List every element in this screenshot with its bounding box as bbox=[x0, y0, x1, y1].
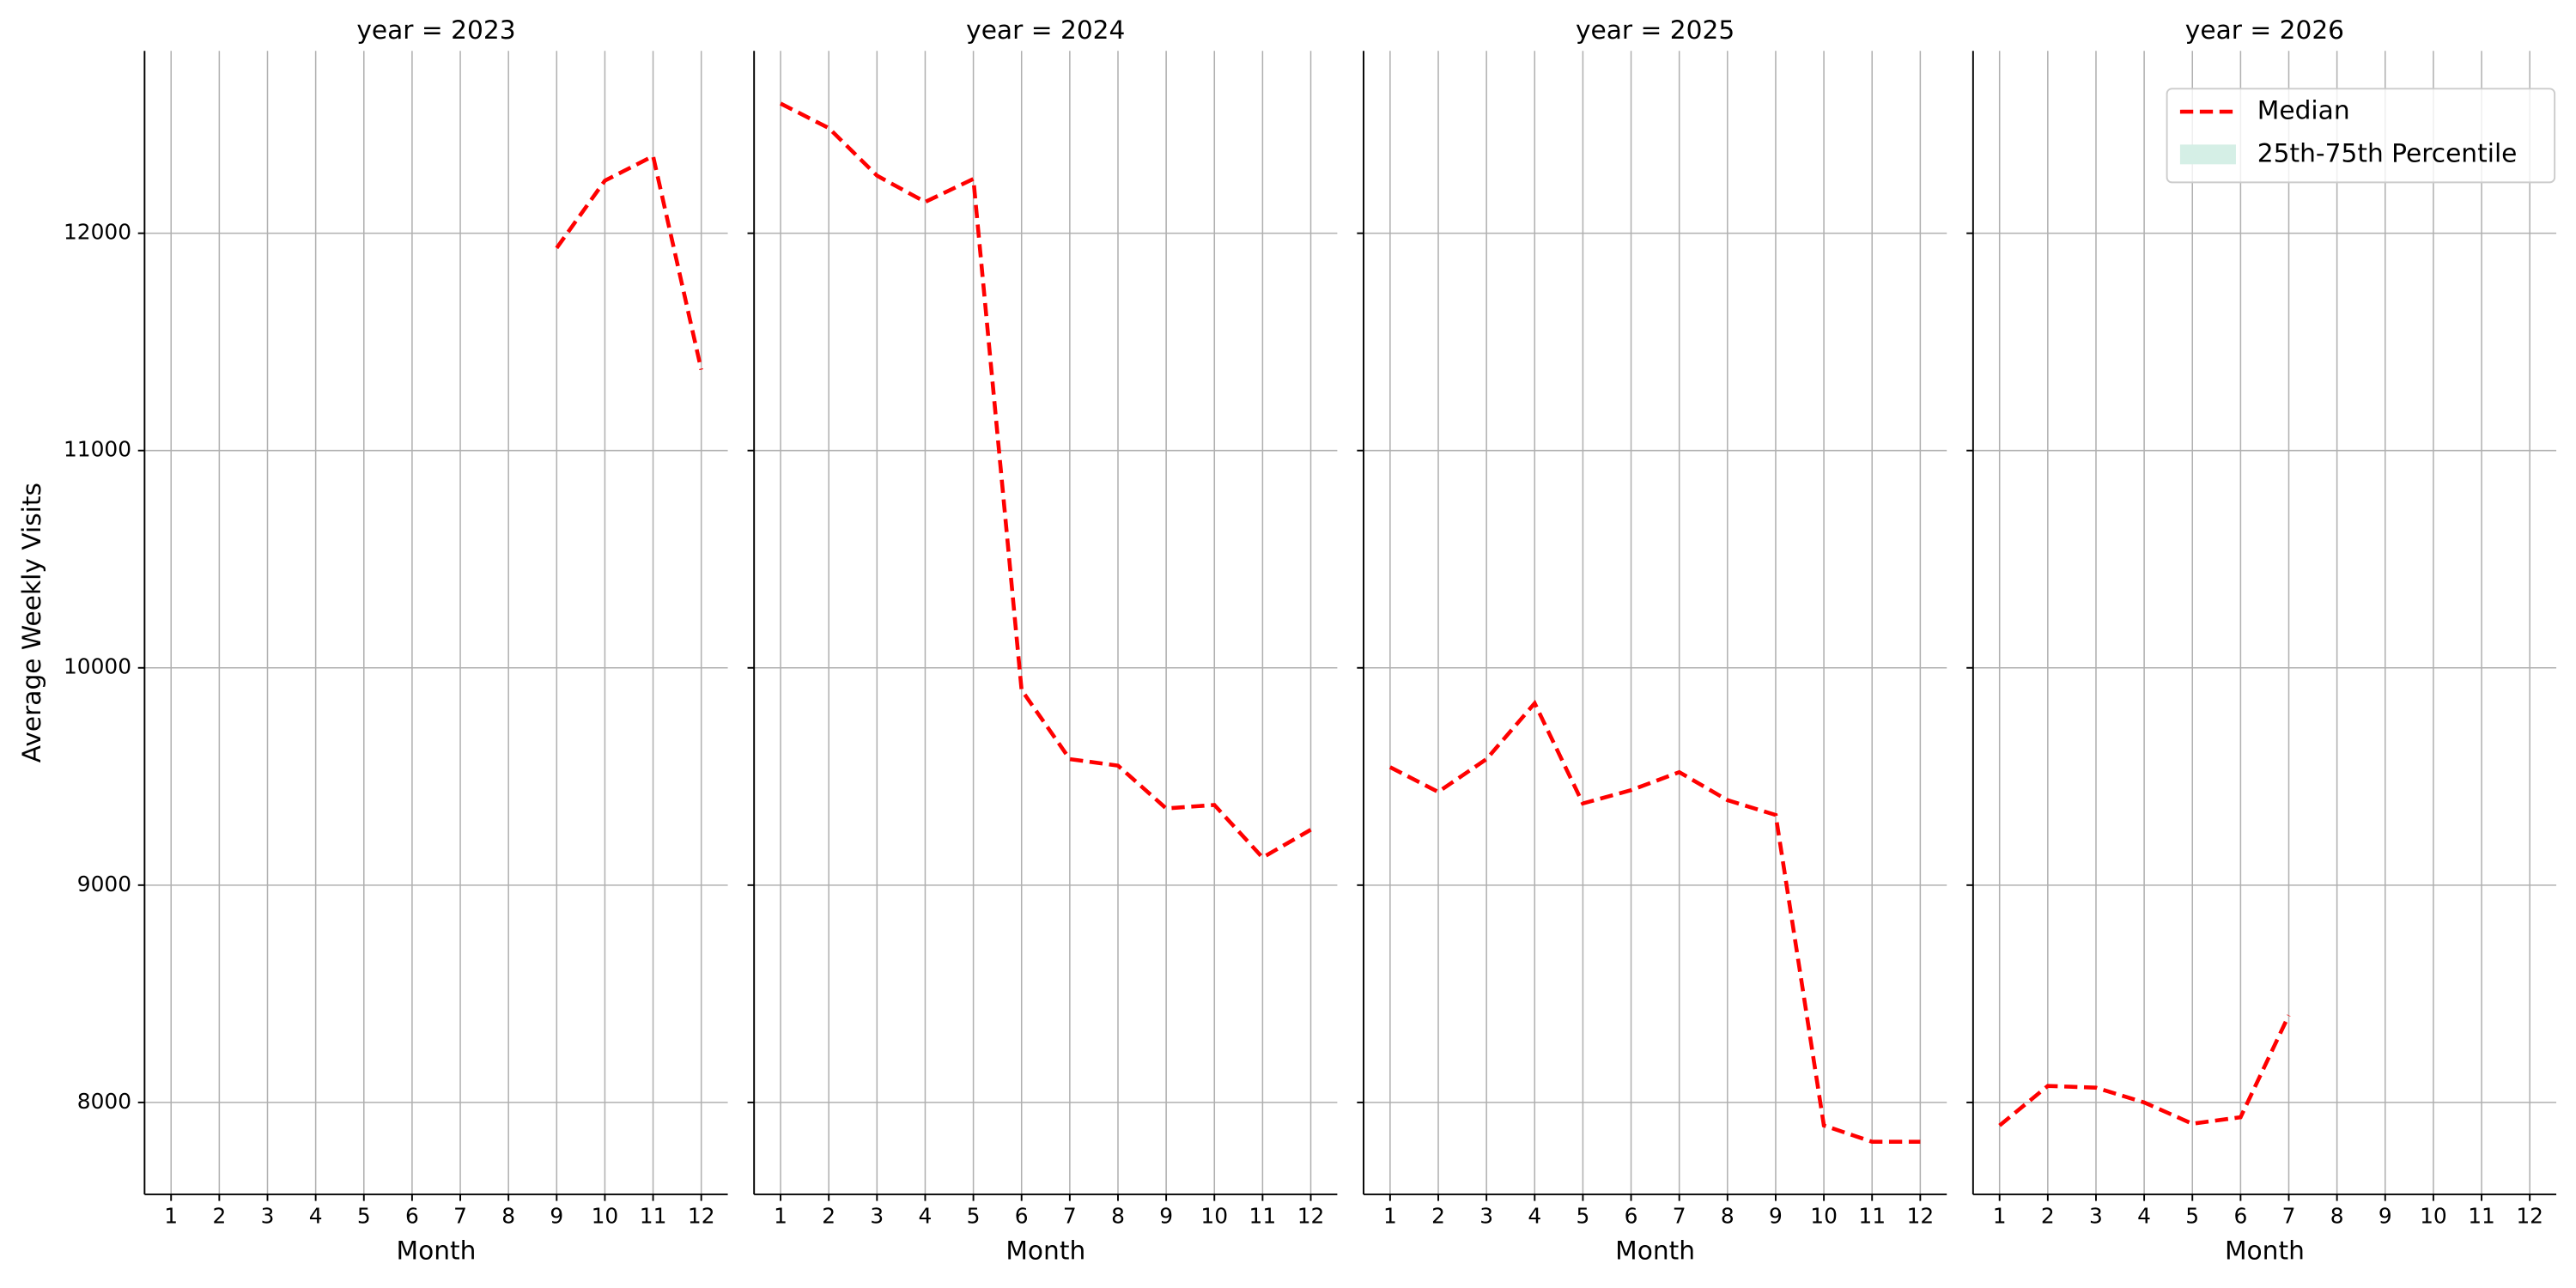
x-tick-label: 7 bbox=[2282, 1204, 2296, 1229]
x-tick-label: 10 bbox=[2420, 1204, 2447, 1229]
x-tick-label: 6 bbox=[1625, 1204, 1638, 1229]
x-tick-label: 8 bbox=[1111, 1204, 1125, 1229]
x-tick-label: 4 bbox=[309, 1204, 323, 1229]
x-tick-label: 6 bbox=[1015, 1204, 1029, 1229]
x-axis-label: Month bbox=[2225, 1235, 2305, 1265]
x-axis-label: Month bbox=[1615, 1235, 1695, 1265]
y-tick-label: 11000 bbox=[64, 437, 131, 462]
panel-title: year = 2025 bbox=[1576, 15, 1735, 45]
x-tick-label: 10 bbox=[592, 1204, 619, 1229]
x-tick-label: 5 bbox=[357, 1204, 371, 1229]
x-tick-label: 10 bbox=[1810, 1204, 1838, 1229]
median-line bbox=[1388, 699, 1921, 1144]
x-tick-label: 7 bbox=[1063, 1204, 1077, 1229]
x-tick-label: 8 bbox=[501, 1204, 515, 1229]
x-tick-label: 12 bbox=[1907, 1204, 1935, 1229]
x-tick-label: 8 bbox=[1721, 1204, 1735, 1229]
y-tick-label: 12000 bbox=[64, 220, 131, 245]
legend-swatch bbox=[2179, 144, 2236, 165]
x-tick-label: 7 bbox=[453, 1204, 467, 1229]
y-tick-label: 9000 bbox=[77, 872, 131, 896]
x-tick-label: 2 bbox=[2041, 1204, 2055, 1229]
legend-label: Median bbox=[2257, 95, 2350, 125]
x-tick-label: 3 bbox=[1479, 1204, 1493, 1229]
x-tick-label: 9 bbox=[1159, 1204, 1173, 1229]
x-tick-label: 12 bbox=[2516, 1204, 2543, 1229]
x-axis-label: Month bbox=[1005, 1235, 1085, 1265]
median-line bbox=[780, 101, 1312, 860]
x-tick-label: 11 bbox=[640, 1204, 667, 1229]
median-line bbox=[1998, 1014, 2291, 1127]
legend-label: 25th-75th Percentile bbox=[2257, 137, 2518, 167]
x-tick-label: 6 bbox=[2233, 1204, 2247, 1229]
panel-title: year = 2023 bbox=[356, 15, 515, 45]
x-tick-label: 4 bbox=[919, 1204, 933, 1229]
x-tick-label: 5 bbox=[1577, 1204, 1590, 1229]
x-tick-label: 1 bbox=[164, 1204, 178, 1229]
x-tick-label: 11 bbox=[2468, 1204, 2495, 1229]
x-tick-label: 11 bbox=[1858, 1204, 1886, 1229]
x-tick-label: 1 bbox=[1993, 1204, 2007, 1229]
x-tick-label: 6 bbox=[405, 1204, 419, 1229]
x-tick-label: 4 bbox=[2137, 1204, 2151, 1229]
x-tick-label: 11 bbox=[1249, 1204, 1277, 1229]
x-tick-label: 3 bbox=[261, 1204, 275, 1229]
x-tick-label: 3 bbox=[2089, 1204, 2103, 1229]
legend-box bbox=[2166, 88, 2556, 184]
panel-title: year = 2026 bbox=[2185, 15, 2344, 45]
x-tick-label: 9 bbox=[1769, 1204, 1783, 1229]
panel-title: year = 2024 bbox=[966, 15, 1125, 45]
x-tick-label: 1 bbox=[774, 1204, 787, 1229]
x-axis-label: Month bbox=[397, 1235, 477, 1265]
x-tick-label: 4 bbox=[1528, 1204, 1541, 1229]
x-tick-label: 9 bbox=[550, 1204, 563, 1229]
y-tick-label: 8000 bbox=[77, 1089, 131, 1114]
x-tick-label: 2 bbox=[1431, 1204, 1445, 1229]
x-tick-label: 3 bbox=[870, 1204, 884, 1229]
x-tick-label: 10 bbox=[1200, 1204, 1228, 1229]
x-tick-label: 8 bbox=[2330, 1204, 2344, 1229]
median-line bbox=[555, 153, 703, 371]
x-tick-label: 2 bbox=[822, 1204, 835, 1229]
x-tick-label: 7 bbox=[1673, 1204, 1686, 1229]
legend: Median 25th-75th Percentile bbox=[2166, 88, 2556, 184]
x-tick-label: 12 bbox=[1297, 1204, 1325, 1229]
x-tick-label: 9 bbox=[2379, 1204, 2392, 1229]
x-tick-label: 5 bbox=[2185, 1204, 2199, 1229]
x-tick-label: 1 bbox=[1383, 1204, 1397, 1229]
x-tick-label: 2 bbox=[212, 1204, 226, 1229]
x-tick-label: 12 bbox=[688, 1204, 715, 1229]
y-axis-label: Average Weekly Visits bbox=[16, 483, 46, 762]
x-tick-label: 5 bbox=[967, 1204, 981, 1229]
y-tick-label: 10000 bbox=[64, 654, 131, 679]
